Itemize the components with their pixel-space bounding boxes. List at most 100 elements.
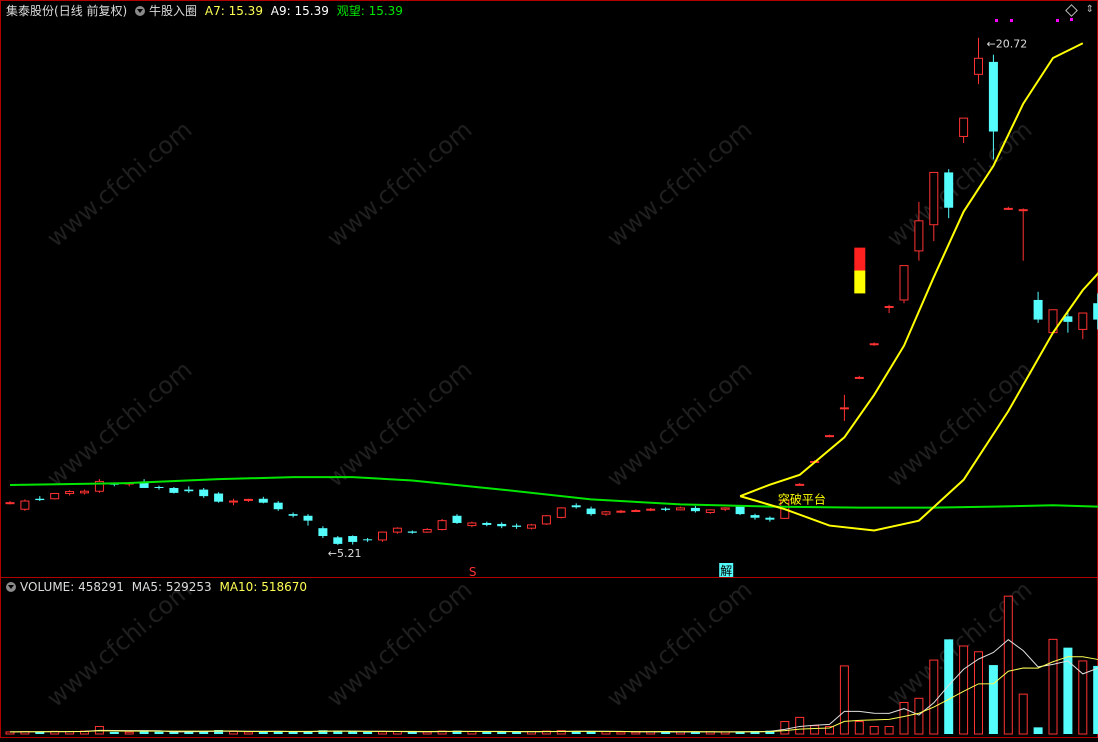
- candle-body-up: [705, 509, 715, 513]
- candle-body-down: [586, 508, 596, 515]
- candle-body-up: [646, 508, 656, 511]
- volume-header: VOLUME: 458291 MA5: 529253 MA10: 518670: [6, 580, 311, 594]
- volume-bar-up: [795, 716, 805, 735]
- candle-body-down: [497, 523, 507, 527]
- volume-bar-up: [914, 697, 924, 735]
- volume-bar-down: [586, 731, 596, 734]
- ma5-value: 529253: [165, 580, 212, 594]
- candle-body-up: [392, 527, 402, 533]
- candle-body-down: [258, 498, 268, 503]
- volume-bar-up: [1078, 660, 1088, 735]
- volume-bar-down: [1033, 727, 1043, 734]
- marker-dot: [1056, 19, 1059, 22]
- yellow-lower-band: [739, 271, 1098, 532]
- volume-bar-down: [273, 731, 283, 734]
- candle-body-up: [839, 407, 849, 410]
- candle-body-up: [541, 515, 551, 525]
- volume-bar-up: [1018, 693, 1028, 735]
- candle-body-up: [720, 507, 730, 510]
- candle-body-down: [407, 531, 417, 533]
- volume-bar-up: [243, 731, 253, 735]
- candle-body-up: [631, 510, 641, 513]
- candle-body-down: [273, 502, 283, 510]
- volume-bar-up: [974, 651, 983, 735]
- indicator-name: 牛股入圈: [149, 4, 198, 18]
- volume-bar-down: [214, 730, 224, 734]
- signal-s: S: [469, 565, 477, 579]
- candle-body-up: [94, 480, 104, 492]
- candle-body-down: [571, 505, 581, 508]
- ma10-value: 518670: [261, 580, 307, 594]
- volume-bar-down: [109, 731, 119, 734]
- volume-bar-down: [407, 731, 417, 734]
- candle-body-up: [899, 265, 909, 301]
- volume-bar-down: [363, 731, 373, 734]
- volume-bar-up: [422, 731, 432, 735]
- candle-body-up: [50, 493, 60, 500]
- candle-body-down: [482, 522, 492, 525]
- signal-jie: 解: [720, 564, 732, 578]
- candle-body-up: [229, 500, 238, 503]
- volume-bar-down: [1093, 665, 1098, 734]
- dropdown-icon[interactable]: [135, 6, 146, 16]
- volume-bar-down: [497, 731, 507, 734]
- candle-body-up: [422, 528, 432, 533]
- volume-bar-down: [750, 731, 760, 734]
- a7-label: A7:: [204, 4, 225, 18]
- period-label: (日线 前复权): [54, 4, 128, 18]
- volume-bar-down: [512, 732, 522, 734]
- volume-bar-up: [124, 731, 134, 735]
- volume-value: 458291: [78, 580, 124, 594]
- candle-body-down: [661, 508, 671, 510]
- volume-bar-down: [944, 639, 954, 734]
- volume-bar-down: [1063, 647, 1073, 734]
- candle-body-down: [512, 525, 522, 527]
- breakout-label: 突破平台: [778, 491, 826, 506]
- candle-body-down: [288, 514, 298, 516]
- volume-bar-up: [869, 726, 879, 735]
- candle-body-down: [348, 536, 358, 542]
- signal-box-yellow: [854, 270, 866, 294]
- candle-body-up: [974, 57, 983, 75]
- indicator-header: 集泰股份(日线 前复权) 牛股入圈 A7: 15.39 A9: 15.39 观望…: [6, 4, 407, 18]
- volume-bar-up: [556, 730, 566, 735]
- yellow-upper-band: [739, 42, 1084, 498]
- candle-body-up: [20, 500, 30, 510]
- volume-bar-down: [35, 731, 45, 734]
- candle-body-up: [795, 483, 805, 486]
- candle-body-down: [1063, 316, 1073, 322]
- dropdown-icon[interactable]: [6, 582, 16, 592]
- candle-body-down: [944, 172, 954, 208]
- volume-bar-down: [184, 731, 194, 734]
- volume-label: VOLUME:: [20, 580, 75, 594]
- candle-body-up: [959, 117, 969, 137]
- candle-body-up: [243, 498, 253, 501]
- candle-body-down: [735, 506, 745, 515]
- volume-bar-up: [780, 721, 790, 735]
- low-price-label: ←5.21: [328, 547, 362, 560]
- candle-body-up: [527, 524, 536, 529]
- volume-bar-up: [929, 659, 939, 735]
- scroll-arrows-icon[interactable]: ⇕: [1085, 4, 1094, 15]
- candle-body-down: [765, 517, 775, 520]
- volume-bar-up: [1048, 638, 1058, 735]
- volume-bar-up: [825, 726, 834, 735]
- volume-bar-up: [616, 731, 626, 735]
- candle-body-down: [690, 507, 700, 512]
- watch-label: 观望:: [336, 4, 365, 18]
- volume-bar-up: [810, 725, 820, 735]
- a7-value: 15.39: [228, 4, 263, 18]
- volume-bar-down: [765, 730, 775, 734]
- candle-body-down: [1093, 303, 1098, 320]
- candle-body-up: [467, 522, 477, 527]
- volume-bar-down: [318, 730, 328, 734]
- volume-bar-up: [601, 731, 611, 735]
- volume-bar-down: [333, 730, 343, 734]
- stock-name: 集泰股份: [6, 4, 55, 18]
- candle-body-up: [854, 376, 864, 379]
- volume-bar-up: [229, 731, 238, 735]
- a9-label: A9:: [270, 4, 291, 18]
- candle-body-down: [1033, 299, 1043, 320]
- volume-bar-down: [348, 731, 358, 734]
